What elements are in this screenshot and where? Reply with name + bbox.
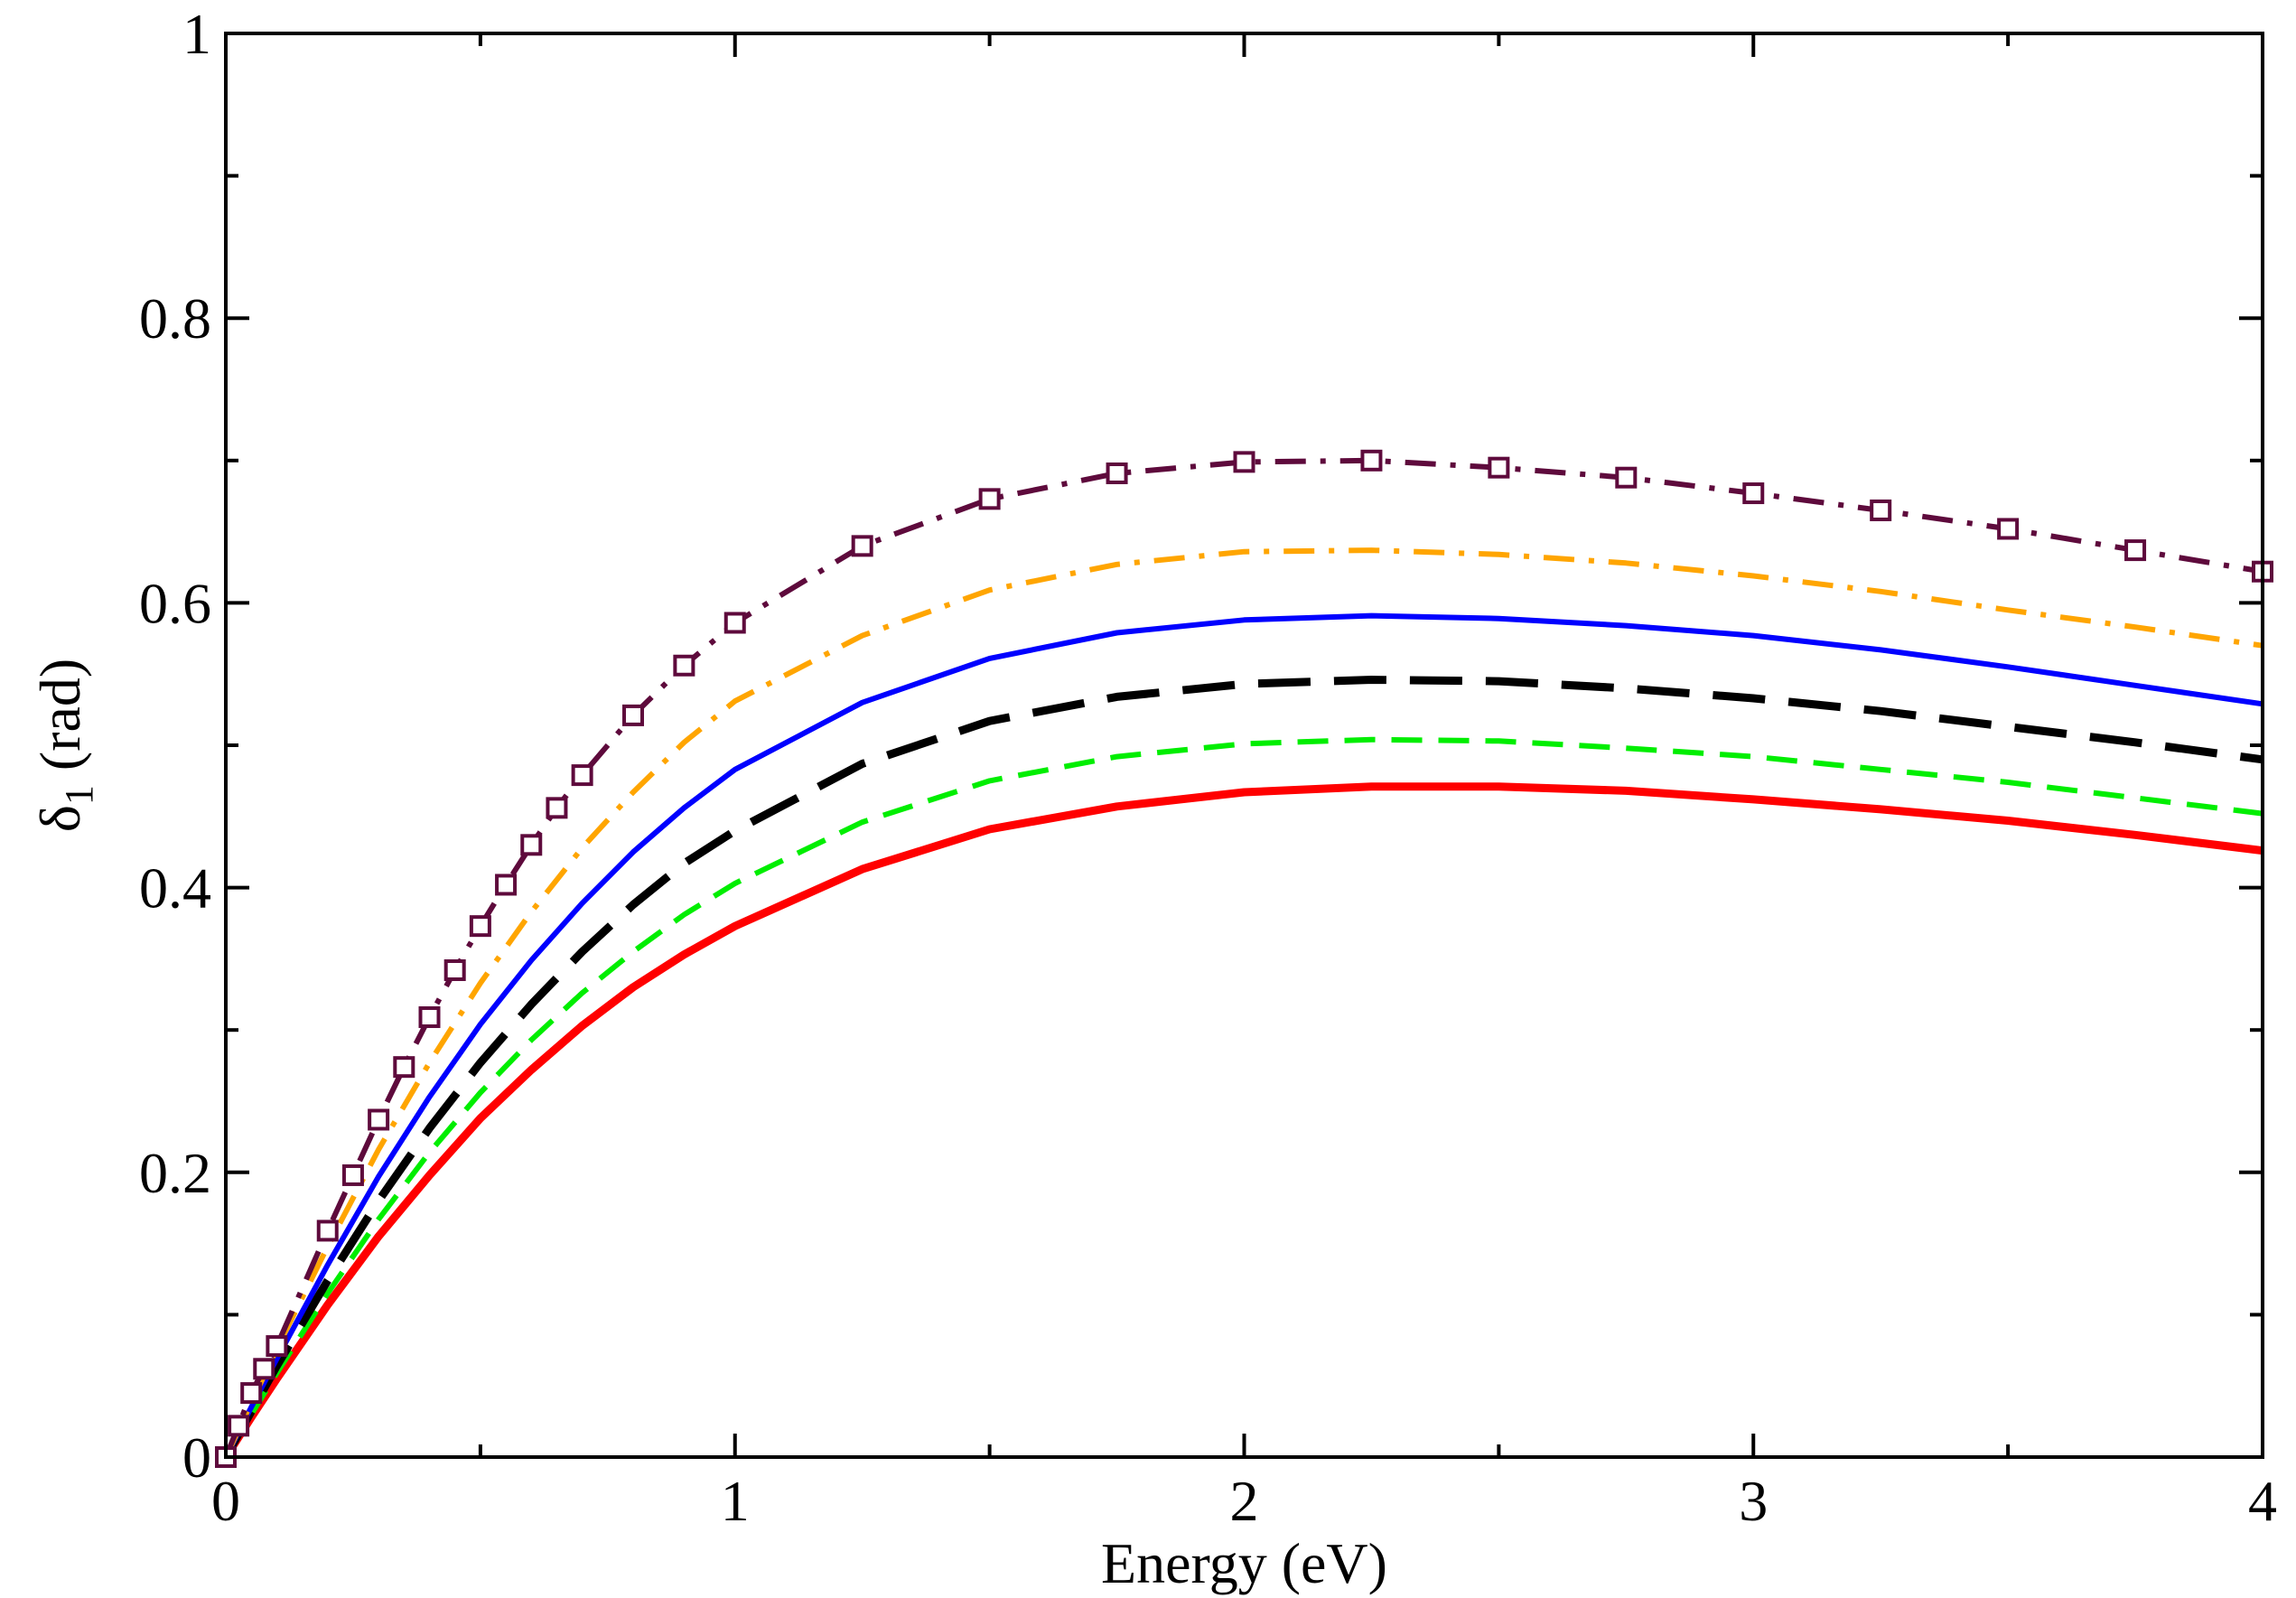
series-line-red-solid	[222, 782, 2263, 1460]
series-blue-solid	[223, 612, 2263, 1459]
data-point-purple-dash-dot-squares	[240, 1382, 263, 1405]
data-point-purple-dash-dot-squares	[253, 1358, 275, 1380]
data-point-purple-dash-dot-squares	[1997, 518, 2020, 540]
data-point-purple-dash-dot-squares	[1488, 456, 1510, 479]
series-green-dashed	[223, 736, 2263, 1459]
series-red-solid	[222, 782, 2263, 1460]
series-line-orange-dash-dot	[223, 547, 2263, 1459]
data-point-purple-dash-dot-squares	[266, 1335, 288, 1358]
data-point-purple-dash-dot-squares	[443, 959, 466, 982]
series-line-green-dashed	[223, 736, 2263, 1459]
data-point-purple-dash-dot-squares	[1106, 462, 1128, 484]
x-tick-label: 4	[2248, 1469, 2277, 1533]
data-point-purple-dash-dot-squares	[368, 1108, 390, 1131]
x-tick-label: 3	[1739, 1469, 1768, 1533]
data-point-purple-dash-dot-squares	[469, 915, 491, 938]
data-point-purple-dash-dot-squares	[622, 704, 644, 726]
data-point-purple-dash-dot-squares	[393, 1056, 415, 1079]
y-axis-symbol: δ	[28, 805, 92, 832]
data-point-purple-dash-dot-squares	[978, 488, 1001, 510]
x-axis-label: Energy (eV)	[1101, 1531, 1387, 1595]
data-point-purple-dash-dot-squares	[571, 764, 593, 787]
data-point-purple-dash-dot-squares	[1615, 466, 1638, 489]
data-point-purple-dash-dot-squares	[341, 1163, 364, 1186]
tick-label-layer: 0 1 2 3 4 0 0.2 0.4 0.6 0.8 1	[139, 2, 2277, 1533]
y-axis-subscript: 1	[57, 785, 101, 805]
x-tick-label: 2	[1230, 1469, 1259, 1533]
data-point-purple-dash-dot-squares	[316, 1220, 339, 1242]
data-point-purple-dash-dot-squares	[673, 654, 695, 677]
y-tick-label: 0	[182, 1425, 211, 1490]
data-point-purple-dash-dot-squares	[723, 612, 746, 634]
y-tick-label: 1	[182, 2, 211, 66]
data-point-purple-dash-dot-squares	[1742, 482, 1765, 505]
y-tick-label: 0.2	[139, 1141, 211, 1205]
series-orange-dash-dot	[223, 547, 2263, 1459]
data-point-purple-dash-dot-squares	[851, 535, 873, 557]
y-tick-label: 0.4	[139, 856, 211, 920]
data-point-purple-dash-dot-squares	[1360, 449, 1383, 472]
tick-layer	[224, 32, 2264, 1459]
data-point-purple-dash-dot-squares	[2124, 539, 2147, 562]
y-axis-unit: (rad)	[28, 659, 92, 785]
y-tick-label: 0.6	[139, 571, 211, 635]
data-point-purple-dash-dot-squares	[418, 1006, 441, 1029]
x-tick-label: 1	[721, 1469, 750, 1533]
series-layer	[215, 449, 2273, 1468]
x-tick-label: 0	[211, 1469, 240, 1533]
data-point-purple-dash-dot-squares	[228, 1415, 250, 1437]
y-tick-label: 0.8	[139, 286, 211, 350]
data-point-purple-dash-dot-squares	[1870, 499, 1892, 521]
data-point-purple-dash-dot-squares	[1233, 451, 1255, 473]
data-point-purple-dash-dot-squares	[520, 834, 543, 856]
data-point-purple-dash-dot-squares	[495, 874, 518, 896]
data-point-purple-dash-dot-squares	[546, 797, 568, 819]
series-line-blue-solid	[223, 612, 2263, 1459]
series-purple-dash-dot-squares	[215, 449, 2273, 1468]
y-axis-label: δ1 (rad)	[28, 659, 101, 833]
